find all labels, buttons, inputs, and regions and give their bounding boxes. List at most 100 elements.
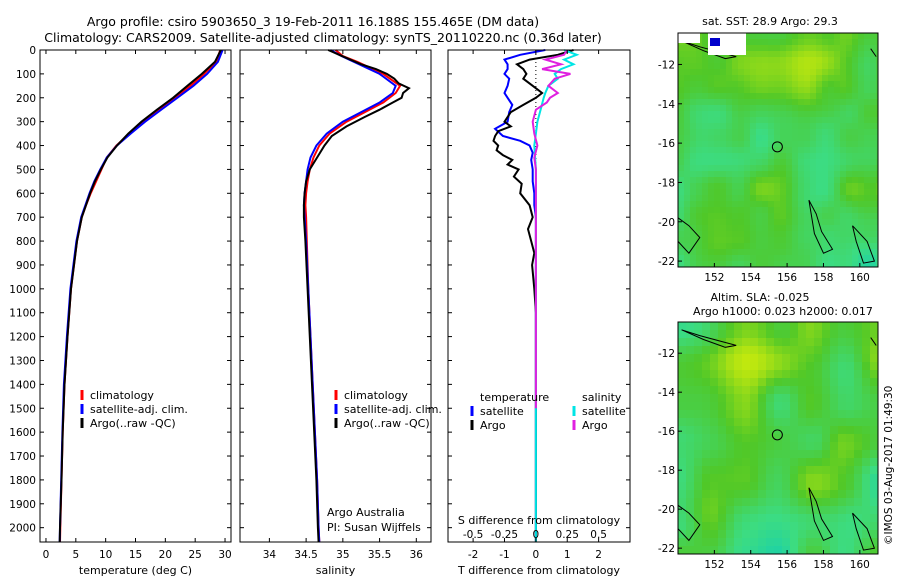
map-cell [786,213,792,219]
map-cell [714,243,720,249]
map-cell [858,81,864,87]
map-cell [702,33,708,39]
map-cell [786,39,792,45]
map-cell [780,231,786,237]
map-cell [846,183,852,189]
map-cell [804,195,810,201]
map-cell [774,93,780,99]
map-cell [828,213,834,219]
map-cell [686,354,694,362]
map-cell [804,159,810,165]
map-cell [762,189,768,195]
map-cell [744,75,750,81]
map-cell [720,195,726,201]
map-cell [846,201,852,207]
map-cell [834,69,840,75]
map-cell [762,213,768,219]
map-cell [696,93,702,99]
map-cell [822,482,830,490]
map-cell [702,93,708,99]
map-cell [806,530,814,538]
map-cell [862,370,870,378]
map-cell [858,249,864,255]
map-cell [702,466,710,474]
map-cell [814,490,822,498]
sst-map: 152 154 156 158 160-12-14-16-18-20-22 [658,32,879,284]
map-cell [768,105,774,111]
map-cell [810,237,816,243]
map-cell [798,402,806,410]
map-cell [768,201,774,207]
map-cell [786,135,792,141]
map-cell [714,189,720,195]
map-cell [862,330,870,338]
map-cell [696,189,702,195]
map-cell [750,99,756,105]
map-cell [758,482,766,490]
map-cell [798,117,804,123]
map-cell [708,237,714,243]
map-cell [720,225,726,231]
map-cell [702,261,708,267]
map-cell [840,153,846,159]
map-cell [798,39,804,45]
map-cell [790,386,798,394]
map-y-tick-label: -14 [658,99,675,111]
map-cell [768,75,774,81]
map-cell [702,177,708,183]
map-cell [762,135,768,141]
map-cell [756,51,762,57]
map-cell [690,249,696,255]
map-cell [814,394,822,402]
map-cell [790,442,798,450]
map-cell [858,177,864,183]
map-cell [864,123,870,129]
map-cell [798,362,806,370]
map-cell [678,458,686,466]
map-cell [708,201,714,207]
map-cell [762,165,768,171]
map-cell [852,231,858,237]
map-cell [846,81,852,87]
map-cell [828,159,834,165]
map-cell [846,147,852,153]
map-cell [798,147,804,153]
map-cell [870,87,876,93]
map-cell [846,402,854,410]
map-cell [768,87,774,93]
map-cell [714,201,720,207]
map-cell [708,219,714,225]
map-cell [710,346,718,354]
map-cell [710,426,718,434]
map-cell [870,346,878,354]
map-cell [732,63,738,69]
map-cell [774,231,780,237]
map-cell [838,386,846,394]
map-cell [792,93,798,99]
map-cell [854,410,862,418]
map-cell [792,225,798,231]
map-cell [792,99,798,105]
map-cell [846,153,852,159]
map-cell [838,490,846,498]
map-cell [834,225,840,231]
map-cell [876,141,878,147]
map-cell [756,33,762,39]
map-cell [756,117,762,123]
map-cell [768,33,774,39]
map-cell [694,410,702,418]
map-cell [790,538,798,546]
map-cell [750,490,758,498]
map-cell [780,213,786,219]
map-cell [714,249,720,255]
map-cell [786,219,792,225]
map-cell [702,410,710,418]
map-cell [678,99,684,105]
map-cell [738,243,744,249]
map-cell [864,207,870,213]
map-cell [864,117,870,123]
map-cell [864,219,870,225]
map-cell [790,522,798,530]
map-cell [846,442,854,450]
x-tick-label: 30 [218,549,231,561]
